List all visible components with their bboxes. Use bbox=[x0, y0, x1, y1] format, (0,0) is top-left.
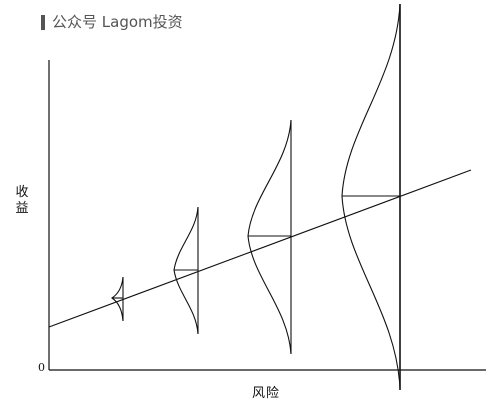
trend-line bbox=[48, 169, 472, 328]
distribution-1-curve bbox=[111, 276, 124, 322]
distribution-4 bbox=[341, 3, 401, 390]
watermark-bar bbox=[41, 15, 45, 30]
distribution-3-curve bbox=[247, 119, 292, 355]
y-axis-label: 收益 bbox=[15, 185, 29, 216]
distribution-2 bbox=[173, 206, 199, 335]
distribution-3 bbox=[247, 119, 292, 355]
origin-label: 0 bbox=[38, 361, 45, 374]
watermark-text: 公众号 Lagom投资 bbox=[52, 13, 183, 31]
distribution-1 bbox=[111, 276, 124, 322]
x-axis-label: 风险 bbox=[252, 386, 281, 401]
